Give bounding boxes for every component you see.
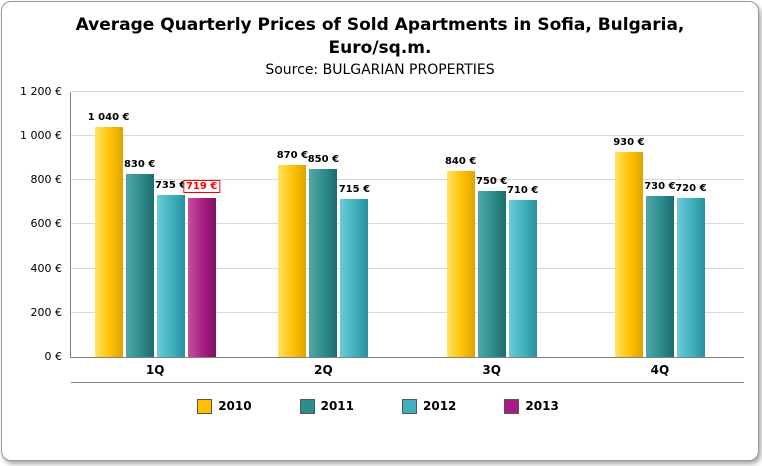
bar-chart: 0 € 200 € 400 € 600 € 800 € 1 000 € 1 200 € 1 … xyxy=(12,85,744,414)
chart-title: Average Quarterly Prices of Sold Apartme… xyxy=(2,14,758,60)
y-tick-label: 400 € xyxy=(30,261,63,275)
legend-item-2012: 2012 xyxy=(402,398,457,414)
gridline xyxy=(71,267,744,269)
y-tick-label: 1 000 € xyxy=(20,129,62,143)
legend-swatch-icon xyxy=(299,398,315,414)
bar-fill xyxy=(614,151,643,357)
bar-2010-1Q: 1 040 € xyxy=(88,112,130,357)
bar-value-label: 710 € xyxy=(506,185,539,197)
bar-2010-2Q: 870 € xyxy=(277,150,308,357)
legend-item-2010: 2010 xyxy=(197,398,252,414)
plot-area: 1 040 € 830 € 735 €719 € 870 €850 € 715 € 840… xyxy=(70,90,744,358)
legend-swatch-icon xyxy=(402,398,417,414)
bar-2013-1Q: 719 € xyxy=(182,180,221,357)
y-tick-label: 1 200 € xyxy=(20,84,62,98)
bar-fill xyxy=(645,195,674,357)
bar-group-2Q: 870 €850 € 715 € xyxy=(239,92,407,357)
gridline xyxy=(71,179,744,181)
bar-2010-3Q: 840 € xyxy=(445,156,476,357)
gridline xyxy=(71,223,744,225)
bar-2012-1Q: 735 € xyxy=(155,180,186,357)
gridline xyxy=(71,135,744,137)
gridline xyxy=(71,311,744,313)
bar-value-label: 735 € xyxy=(154,179,187,191)
bar-fill xyxy=(477,191,506,357)
legend-label: 2011 xyxy=(320,399,354,414)
x-axis-label-1Q: 1Q xyxy=(145,362,165,377)
x-axis-label-2Q: 2Q xyxy=(314,362,333,377)
bar-value-label: 830 € xyxy=(123,158,156,170)
bar-2011-3Q: 750 € xyxy=(476,176,507,357)
bar-2012-2Q: 715 € xyxy=(339,184,370,357)
chart-subtitle: Source: BULGARIAN PROPERTIES xyxy=(265,61,495,78)
y-tick-label: 200 € xyxy=(30,305,63,319)
bar-fill xyxy=(309,169,338,357)
bar-value-label: 850 € xyxy=(307,154,340,166)
plot-wrap: 0 € 200 € 400 € 600 € 800 € 1 000 € 1 200 € 1 … xyxy=(12,85,744,363)
y-tick-label: 800 € xyxy=(30,173,63,187)
bar-2010-4Q: 930 € xyxy=(613,137,645,357)
bar-fill xyxy=(125,173,154,357)
x-axis-label-3Q: 3Q xyxy=(482,362,501,377)
bar-value-label: 840 € xyxy=(444,156,477,168)
bar-value-label: 750 € xyxy=(475,176,508,188)
bar-2012-4Q: 720 € xyxy=(675,183,707,357)
bar-group-1Q: 1 040 € 830 € 735 €719 € xyxy=(71,92,239,357)
x-axis: 1Q 2Q 3Q 4Q xyxy=(71,358,744,383)
y-tick-label: 0 € xyxy=(44,349,63,363)
legend-label: 2013 xyxy=(525,399,559,414)
bar-2011-4Q: 730 € xyxy=(644,181,676,357)
bar-fill xyxy=(156,194,185,357)
bar-group-4Q: 930 € 730 €720 € xyxy=(576,92,744,357)
bar-fill xyxy=(340,198,369,357)
bar-group-3Q: 840 € 750 €710 € xyxy=(408,92,576,357)
bar-fill xyxy=(676,197,705,357)
legend-item-2011: 2011 xyxy=(299,398,354,414)
bar-groups: 1 040 € 830 € 735 €719 € 870 €850 € 715 € 840… xyxy=(71,92,744,357)
legend: 2010 2011 2012 2013 xyxy=(12,398,744,414)
bar-value-label: 720 € xyxy=(675,182,707,194)
bar-fill xyxy=(187,198,216,357)
bar-value-label: 730 € xyxy=(644,180,676,192)
bar-value-label: 870 € xyxy=(276,149,309,161)
legend-swatch-icon xyxy=(197,398,213,414)
bar-value-label: 930 € xyxy=(613,136,645,148)
legend-item-2013: 2013 xyxy=(504,398,559,414)
bar-fill xyxy=(278,164,307,357)
bar-2011-1Q: 830 € xyxy=(124,159,155,357)
bar-value-label: 1 040 € xyxy=(87,112,130,124)
legend-swatch-icon xyxy=(504,398,520,414)
bar-value-label: 715 € xyxy=(338,183,371,195)
gridline xyxy=(71,90,744,92)
bar-fill xyxy=(446,171,475,357)
bar-fill xyxy=(94,127,123,357)
bar-fill xyxy=(508,200,537,357)
legend-label: 2012 xyxy=(423,399,457,414)
x-axis-label-4Q: 4Q xyxy=(650,362,670,377)
chart-title-line2: Euro/sq.m. xyxy=(328,37,432,58)
chart-title-line1: Average Quarterly Prices of Sold Apartme… xyxy=(75,15,685,35)
bar-2011-2Q: 850 € xyxy=(308,154,339,357)
y-tick-label: 600 € xyxy=(30,217,63,231)
y-axis: 0 € 200 € 400 € 600 € 800 € 1 000 € 1 200 € xyxy=(12,85,70,363)
bar-2012-3Q: 710 € xyxy=(507,185,538,357)
legend-label: 2010 xyxy=(218,399,252,414)
bar-value-label: 719 € xyxy=(182,180,221,194)
